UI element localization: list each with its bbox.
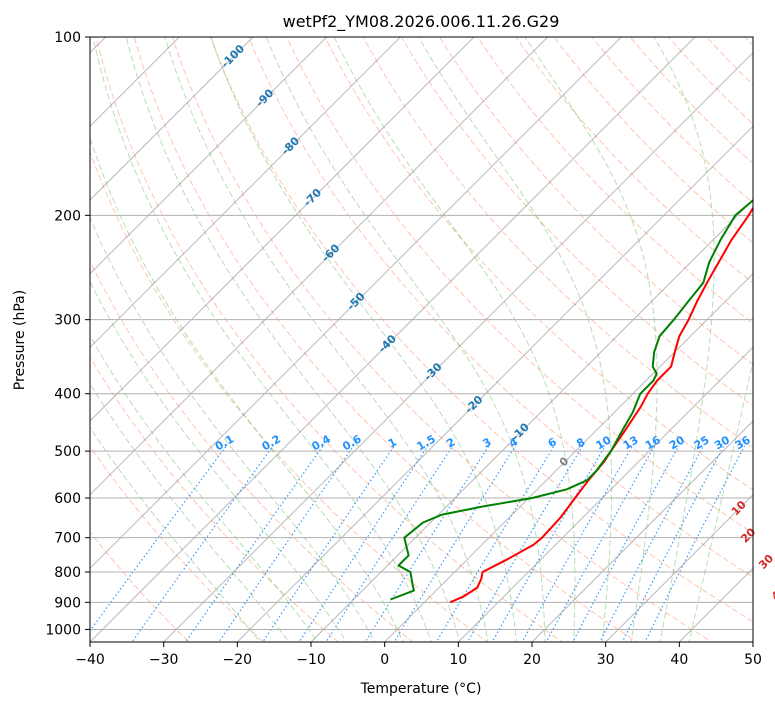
- isotherm-line: [90, 37, 696, 642]
- isotherm-line: [383, 272, 753, 642]
- plot-frame: [89, 36, 754, 643]
- x-tick-label: 20: [523, 652, 541, 668]
- dry-adiabat: [362, 37, 753, 449]
- x-tick-label: 50: [744, 652, 762, 668]
- x-axis-label: Temperature (°C): [360, 681, 482, 697]
- isotherm-line: [236, 125, 753, 642]
- y-tick-label: 1000: [45, 622, 81, 638]
- moist-adiabat: [90, 280, 347, 642]
- mixing-ratio-line: [218, 445, 355, 642]
- x-axis: −40 −30 −20 −10 0 10 20 30 40 50: [75, 642, 762, 668]
- y-axis-label: Pressure (hPa): [12, 290, 28, 390]
- isotherm-line: [90, 37, 549, 496]
- dry-adiabat: [90, 445, 265, 642]
- y-tick-label: 700: [54, 531, 81, 547]
- y-axis: 100 200 300 400 500 600 700 800 900 1000: [45, 30, 90, 638]
- x-tick-label: −40: [75, 652, 105, 668]
- x-tick-label: −20: [223, 652, 253, 668]
- dry-adiabat: [248, 37, 753, 578]
- dewpoint-line: [390, 198, 753, 601]
- isotherm-line: [604, 493, 753, 642]
- data-lines: [390, 198, 753, 604]
- y-tick-label: 600: [54, 491, 81, 507]
- theta-label: 30: [756, 552, 775, 572]
- isotherm-line: [90, 37, 402, 349]
- dry-adiabat: [90, 259, 414, 642]
- x-tick-label: 0: [380, 652, 389, 668]
- isotherm-line: [531, 420, 753, 642]
- y-tick-label: 800: [54, 565, 81, 581]
- plot-area: [90, 37, 753, 642]
- temperature-line: [449, 206, 753, 604]
- y-tick-label: 300: [54, 313, 81, 329]
- moist-adiabat: [210, 37, 518, 642]
- x-tick-label: 40: [670, 652, 688, 668]
- isotherm-line: [0, 10, 59, 654]
- dry-adiabat: [133, 37, 638, 642]
- moist-adiabat: [92, 37, 432, 642]
- dry-adiabat: [171, 37, 713, 642]
- y-tick-label: 400: [54, 387, 81, 403]
- mixing-ratio-line: [262, 445, 395, 642]
- theta-label: 40: [769, 583, 775, 603]
- chart-title: wetPf2_YM08.2026.006.11.26.G29: [283, 12, 560, 32]
- isotherm-line: [90, 37, 328, 275]
- isotherm-line: [162, 51, 753, 642]
- dry-adiabat: [209, 37, 753, 623]
- y-tick-label: 900: [54, 595, 81, 611]
- isotherm-line: [90, 37, 181, 128]
- isotherm-line: [90, 37, 623, 570]
- dry-adiabat: [286, 37, 753, 534]
- x-tick-label: −30: [149, 652, 179, 668]
- isotherm-line: [90, 37, 254, 201]
- dry-adiabat: [90, 356, 340, 642]
- x-tick-label: 10: [449, 652, 467, 668]
- isotherm-line: [457, 346, 753, 642]
- dry-adiabat: [95, 37, 564, 642]
- y-tick-label: 200: [54, 208, 81, 224]
- mixing-ratio-line: [644, 445, 746, 642]
- x-tick-label: −10: [296, 652, 326, 668]
- isotherm-line: [90, 37, 475, 422]
- y-tick-label: 500: [54, 444, 81, 460]
- y-tick-label: 100: [54, 30, 81, 46]
- x-tick-label: 30: [597, 652, 615, 668]
- dry-adiabat: [324, 37, 753, 491]
- dry-adiabat: [438, 37, 753, 366]
